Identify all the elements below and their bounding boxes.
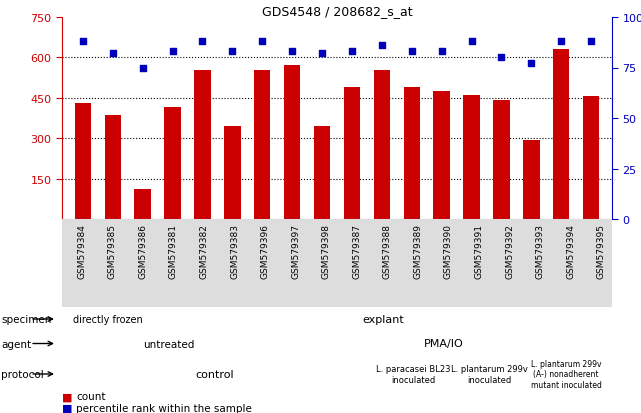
Bar [463, 96, 479, 219]
Point [347, 49, 357, 55]
Point [377, 43, 387, 50]
Bar [164, 108, 181, 219]
Bar [403, 88, 420, 219]
Text: GSM579389: GSM579389 [413, 224, 422, 279]
Point [287, 49, 297, 55]
Text: L. paracasei BL23
inoculated: L. paracasei BL23 inoculated [376, 364, 451, 384]
Bar [284, 66, 301, 219]
Bar [344, 88, 360, 219]
Text: GSM579398: GSM579398 [322, 224, 331, 279]
FancyBboxPatch shape [62, 219, 612, 307]
Text: agent: agent [1, 339, 31, 349]
Bar [135, 190, 151, 219]
Text: directly frozen: directly frozen [73, 314, 143, 324]
Text: L. plantarum 299v
(A-) nonadherent
mutant inoculated: L. plantarum 299v (A-) nonadherent mutan… [531, 359, 602, 389]
Point [526, 61, 537, 68]
Bar [224, 127, 240, 219]
Text: ■: ■ [62, 391, 72, 401]
Text: specimen: specimen [1, 314, 52, 324]
Text: GSM579396: GSM579396 [261, 224, 270, 279]
Text: GSM579384: GSM579384 [78, 224, 87, 279]
Text: ■: ■ [62, 403, 72, 413]
Bar [493, 101, 510, 219]
Bar [194, 70, 211, 219]
Bar [433, 92, 450, 219]
Point [556, 39, 566, 45]
Text: GSM579392: GSM579392 [505, 224, 514, 279]
Text: GSM579397: GSM579397 [291, 224, 300, 279]
Text: L. plantarum 299v
inoculated: L. plantarum 299v inoculated [451, 364, 528, 384]
Bar [254, 70, 271, 219]
Text: GSM579383: GSM579383 [230, 224, 239, 279]
Point [257, 39, 267, 45]
Text: untreated: untreated [143, 339, 195, 349]
Bar [583, 97, 599, 219]
Text: GSM579394: GSM579394 [566, 224, 575, 279]
Point [108, 51, 118, 57]
Point [197, 39, 208, 45]
Text: GSM579387: GSM579387 [353, 224, 362, 279]
Point [406, 49, 417, 55]
Bar [374, 70, 390, 219]
Text: GSM579393: GSM579393 [536, 224, 545, 279]
Point [317, 51, 327, 57]
Point [167, 49, 178, 55]
Text: GSM579385: GSM579385 [108, 224, 117, 279]
Text: PMA/IO: PMA/IO [424, 339, 464, 349]
Text: GSM579390: GSM579390 [444, 224, 453, 279]
Bar [104, 116, 121, 219]
Bar [553, 50, 569, 219]
Text: GSM579391: GSM579391 [474, 224, 483, 279]
Point [78, 39, 88, 45]
Point [467, 39, 477, 45]
Text: GSM579388: GSM579388 [383, 224, 392, 279]
Point [228, 49, 238, 55]
Text: GSM579386: GSM579386 [138, 224, 147, 279]
Text: GSM579382: GSM579382 [199, 224, 208, 279]
Text: protocol: protocol [1, 369, 44, 379]
Text: GSM579381: GSM579381 [169, 224, 178, 279]
Text: control: control [196, 369, 234, 379]
Text: percentile rank within the sample: percentile rank within the sample [76, 403, 252, 413]
Point [496, 55, 506, 62]
Point [586, 39, 596, 45]
Bar [314, 127, 330, 219]
Bar [75, 104, 91, 219]
Bar [523, 140, 540, 219]
Point [138, 65, 148, 71]
Text: GSM579395: GSM579395 [597, 224, 606, 279]
Text: explant: explant [362, 314, 404, 324]
Text: GDS4548 / 208682_s_at: GDS4548 / 208682_s_at [262, 5, 412, 18]
Text: count: count [76, 391, 106, 401]
Point [437, 49, 447, 55]
